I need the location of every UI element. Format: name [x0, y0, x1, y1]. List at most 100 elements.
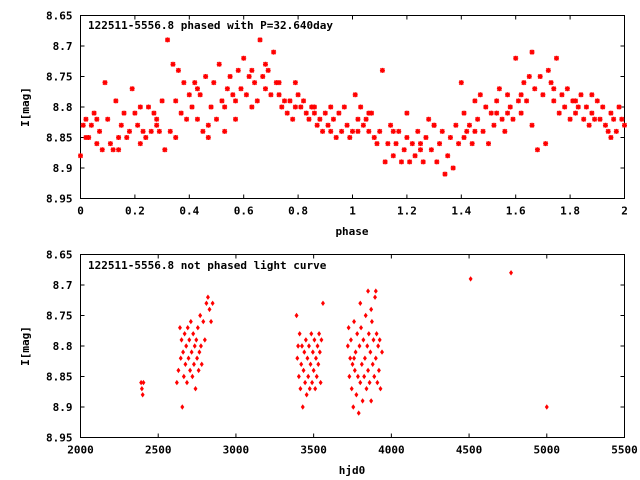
data-point	[189, 349, 194, 355]
data-point	[80, 122, 86, 128]
data-point	[202, 337, 207, 343]
data-point	[551, 98, 557, 104]
data-point	[192, 80, 198, 86]
data-point	[88, 122, 94, 128]
data-point	[180, 404, 185, 410]
y-tick-label: 8.9	[53, 162, 73, 175]
data-point	[328, 128, 334, 134]
data-point	[362, 355, 367, 361]
data-point	[388, 122, 394, 128]
data-point	[573, 98, 579, 104]
x-tick-label: 3500	[300, 444, 327, 457]
y-axis-label: I[mag]	[19, 326, 32, 366]
data-point	[488, 110, 494, 116]
data-point	[170, 61, 176, 67]
data-point	[556, 110, 562, 116]
data-point	[182, 331, 187, 337]
data-point	[475, 116, 481, 122]
data-point	[376, 343, 381, 349]
data-point	[409, 141, 415, 147]
data-point	[310, 379, 315, 386]
data-point	[273, 80, 279, 86]
data-point	[249, 104, 255, 110]
data-point	[532, 86, 538, 92]
x-axis-ticks: 0 0.2 0.4 0.6 0.8 1 1.2 1.4 1.6 1.8 2	[77, 15, 628, 218]
data-point	[496, 86, 502, 92]
data-point	[306, 373, 311, 380]
y-tick-label: 8.8	[53, 340, 73, 353]
data-points	[78, 37, 627, 177]
x-tick-label: 1.6	[506, 205, 526, 218]
data-point	[521, 80, 527, 86]
data-point	[188, 318, 193, 325]
data-point	[358, 104, 364, 110]
data-point	[355, 116, 361, 122]
data-point	[257, 37, 263, 43]
data-point	[370, 361, 375, 368]
data-point	[341, 104, 347, 110]
data-point	[175, 67, 181, 73]
data-point	[124, 135, 130, 140]
data-point	[210, 300, 215, 307]
data-point	[382, 159, 388, 165]
data-point	[184, 343, 189, 349]
y-tick-label: 8.85	[46, 371, 73, 384]
data-point	[300, 343, 304, 349]
data-point	[398, 159, 404, 165]
data-point	[600, 104, 606, 110]
data-point	[377, 128, 383, 134]
x-tick-label: 0.2	[125, 205, 145, 218]
data-point	[265, 67, 271, 73]
x-tick-label: 1.8	[560, 205, 580, 218]
data-point	[310, 349, 315, 355]
data-point	[299, 361, 304, 368]
data-point	[461, 110, 467, 116]
data-point	[178, 324, 182, 331]
data-point	[385, 141, 391, 147]
data-point	[366, 331, 371, 337]
data-point	[502, 128, 508, 134]
data-point	[194, 86, 200, 92]
data-point	[116, 147, 122, 153]
data-point	[589, 92, 595, 98]
data-point	[355, 128, 361, 134]
data-point	[351, 404, 356, 410]
data-point	[297, 331, 302, 337]
data-point	[494, 110, 500, 116]
data-point	[298, 385, 303, 392]
data-point	[464, 128, 470, 134]
data-point	[483, 104, 489, 110]
data-point	[181, 349, 186, 355]
data-point	[304, 392, 309, 398]
data-point	[282, 98, 287, 104]
data-point	[458, 80, 464, 86]
data-point	[214, 116, 219, 122]
data-point	[346, 324, 351, 331]
y-tick-label: 8.75	[46, 71, 73, 84]
chart-title: 122511-5556.8 not phased light curve	[88, 259, 327, 272]
data-point	[183, 361, 188, 368]
data-point	[510, 116, 516, 122]
data-points	[139, 270, 549, 416]
data-point	[190, 373, 195, 380]
data-point	[227, 74, 233, 79]
data-point	[393, 141, 399, 147]
data-point	[369, 110, 375, 116]
data-point	[224, 86, 230, 92]
data-point	[91, 110, 97, 116]
data-point	[78, 153, 83, 159]
data-point	[364, 385, 369, 392]
data-point	[573, 110, 579, 116]
data-point	[428, 147, 434, 153]
data-point	[143, 135, 149, 140]
data-point	[544, 404, 549, 410]
data-point	[135, 122, 141, 128]
data-point	[322, 110, 328, 116]
y-tick-label: 8.8	[53, 101, 73, 114]
y-tick-label: 8.7	[53, 40, 73, 53]
data-point	[355, 373, 360, 380]
data-point	[139, 385, 144, 392]
data-point	[333, 135, 339, 140]
data-point	[167, 128, 173, 134]
data-point	[551, 86, 557, 92]
